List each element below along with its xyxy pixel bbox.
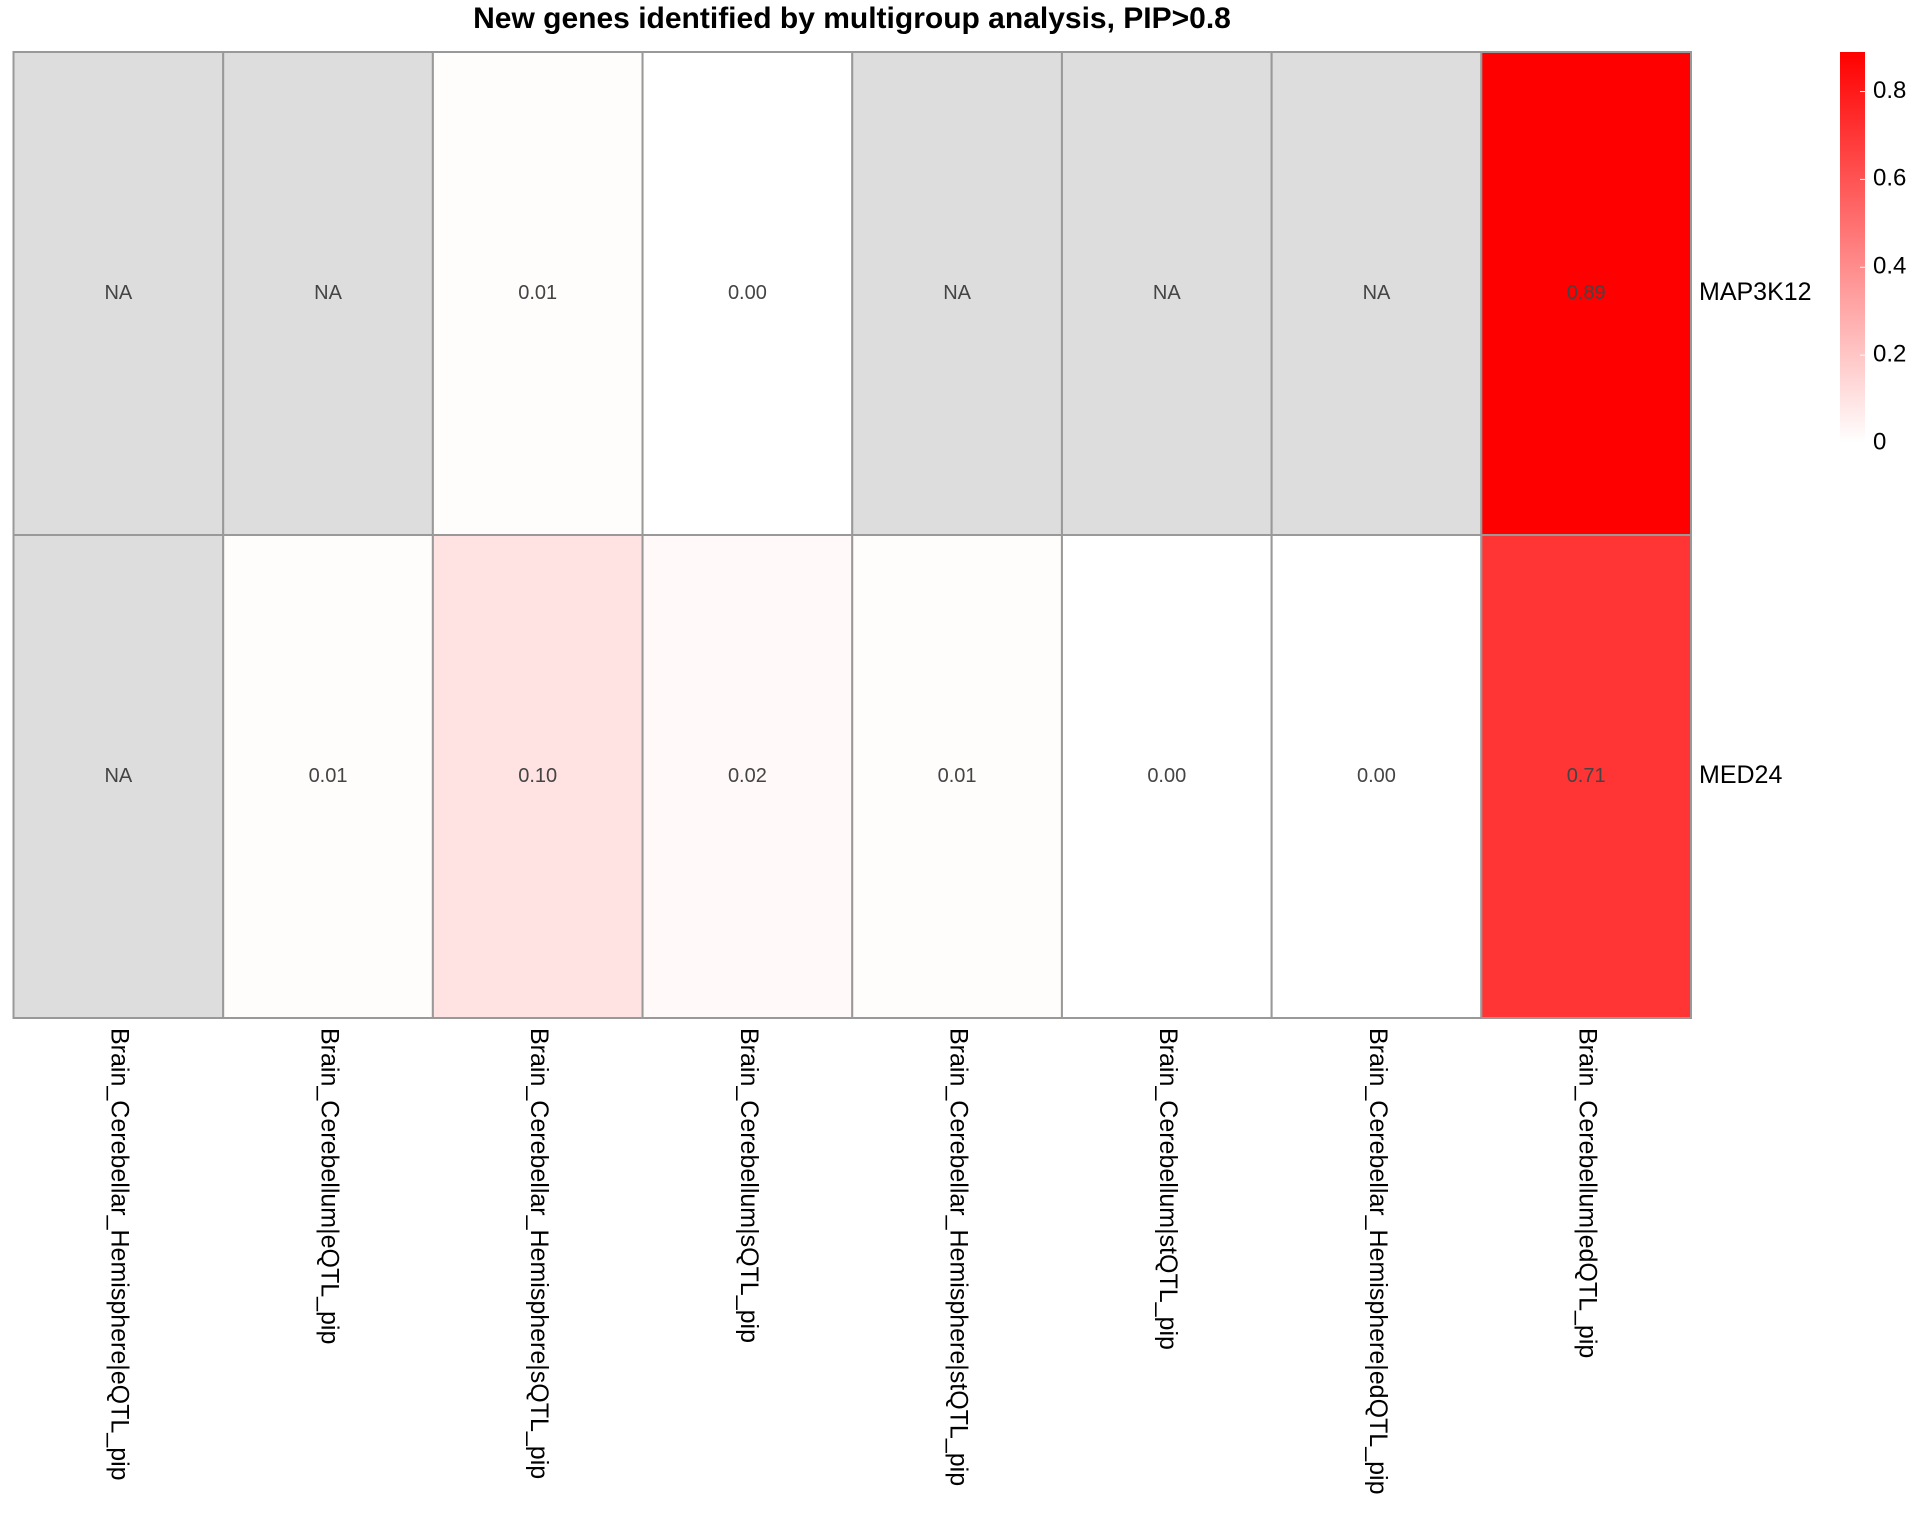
cell-label: NA [104,765,132,787]
heatmap-cell [1480,51,1692,536]
column-label: Brain_Cerebellar_Hemisphere|edQTL_pip [1364,1028,1392,1494]
heatmap-cell [641,51,854,536]
colorbar-tick-label: 0.4 [1873,253,1906,280]
chart-title: New genes identified by multigroup analy… [473,2,1231,35]
heatmap-cell [1270,534,1483,1019]
cell-label: 0.02 [728,765,767,787]
cell-label: 0.89 [1567,282,1606,304]
cell-label: 0.01 [518,282,557,304]
heatmap-cell [1480,534,1692,1019]
cell-label: NA [104,282,132,304]
column-label: Brain_Cerebellum|sQTL_pip [735,1028,763,1343]
column-label: Brain_Cerebellum|stQTL_pip [1154,1028,1182,1350]
column-label: Brain_Cerebellar_Hemisphere|stQTL_pip [944,1028,972,1486]
cell-label: 0.10 [518,765,557,787]
cell-label: 0.00 [728,282,767,304]
colorbar-tick-label: 0.6 [1873,165,1906,192]
cell-label: 0.01 [309,765,348,787]
colorbar-tick-label: 0 [1873,428,1886,455]
heatmap-cell [222,51,434,536]
cell-label: NA [1153,282,1181,304]
heatmap-cell [431,51,644,536]
row-label: MAP3K12 [1699,278,1812,306]
cell-label: NA [943,282,971,304]
cell-label: 0.00 [1357,765,1396,787]
heatmap-cell [851,534,1063,1019]
column-label: Brain_Cerebellum|edQTL_pip [1574,1028,1602,1358]
cell-label: 0.71 [1567,765,1606,787]
cell-label: NA [1363,282,1391,304]
colorbar-tick-label: 0.8 [1873,77,1906,104]
row-label: MED24 [1699,761,1782,789]
cell-label: 0.01 [938,765,977,787]
colorbar-tick-label: 0.2 [1873,340,1906,367]
heatmap-cell [12,534,225,1019]
heatmap-cell [1270,51,1483,536]
heatmap-cell [641,534,854,1019]
cell-label: NA [314,282,342,304]
heatmap-cell [851,51,1063,536]
heatmap-cell [12,51,225,536]
column-label: Brain_Cerebellum|eQTL_pip [315,1028,343,1344]
column-label: Brain_Cerebellar_Hemisphere|sQTL_pip [525,1028,553,1479]
heatmap-cell [222,534,434,1019]
cell-label: 0.00 [1147,765,1186,787]
column-label: Brain_Cerebellar_Hemisphere|eQTL_pip [106,1028,134,1481]
heatmap-cell [1060,51,1273,536]
heatmap-cell [1060,534,1273,1019]
colorbar [1840,52,1865,443]
